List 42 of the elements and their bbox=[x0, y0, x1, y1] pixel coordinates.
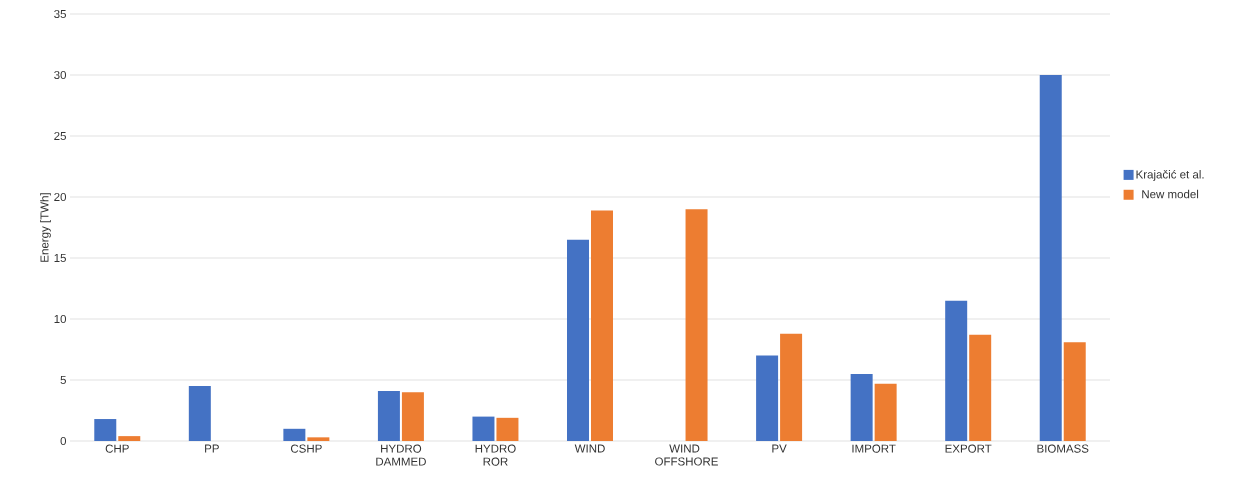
y-tick-label: 25 bbox=[54, 131, 66, 141]
bar bbox=[188, 386, 211, 441]
x-tick-label: PP bbox=[205, 444, 219, 453]
x-tick-label: WIND OFFSHORE bbox=[655, 444, 718, 466]
x-tick-label: IMPORT bbox=[852, 444, 896, 453]
y-tick-label: 30 bbox=[54, 70, 67, 80]
bar bbox=[472, 416, 495, 441]
y-tick-label: 0 bbox=[60, 436, 67, 446]
y-tick-label: 15 bbox=[54, 253, 66, 263]
bar bbox=[1039, 75, 1062, 441]
legend-label: New model bbox=[1142, 189, 1199, 199]
bar bbox=[1063, 342, 1086, 441]
bar bbox=[591, 210, 613, 441]
x-tick-label: PV bbox=[772, 444, 787, 453]
bar bbox=[945, 300, 968, 441]
bar bbox=[780, 333, 803, 441]
bar bbox=[307, 437, 330, 441]
bar bbox=[685, 209, 708, 441]
y-tick-label: 5 bbox=[60, 375, 66, 385]
bar bbox=[850, 373, 873, 441]
x-tick-label: EXPORT bbox=[945, 444, 992, 453]
y-tick-label: 10 bbox=[54, 314, 67, 324]
bar bbox=[496, 417, 519, 441]
bar bbox=[756, 355, 779, 441]
bar bbox=[401, 392, 424, 441]
bar bbox=[567, 239, 589, 441]
x-tick-label: CSHP bbox=[290, 444, 322, 453]
y-tick-label: 35 bbox=[54, 9, 66, 19]
bar bbox=[283, 428, 306, 441]
y-tick-label: 20 bbox=[54, 192, 67, 202]
y-axis-title: Energy [TWh] bbox=[40, 193, 51, 262]
x-tick-label: HYDRO ROR bbox=[475, 444, 516, 466]
bar bbox=[94, 419, 117, 441]
x-tick-label: CHP bbox=[105, 444, 129, 453]
x-tick-label: HYDRO DAMMED bbox=[376, 444, 426, 466]
x-tick-label: BIOMASS bbox=[1037, 444, 1089, 453]
bar bbox=[874, 383, 897, 441]
bar bbox=[377, 390, 400, 441]
bar bbox=[118, 436, 141, 441]
x-tick-label: WIND bbox=[574, 444, 605, 453]
legend-label: Krajačić et al. bbox=[1136, 169, 1204, 181]
bar bbox=[969, 334, 992, 441]
